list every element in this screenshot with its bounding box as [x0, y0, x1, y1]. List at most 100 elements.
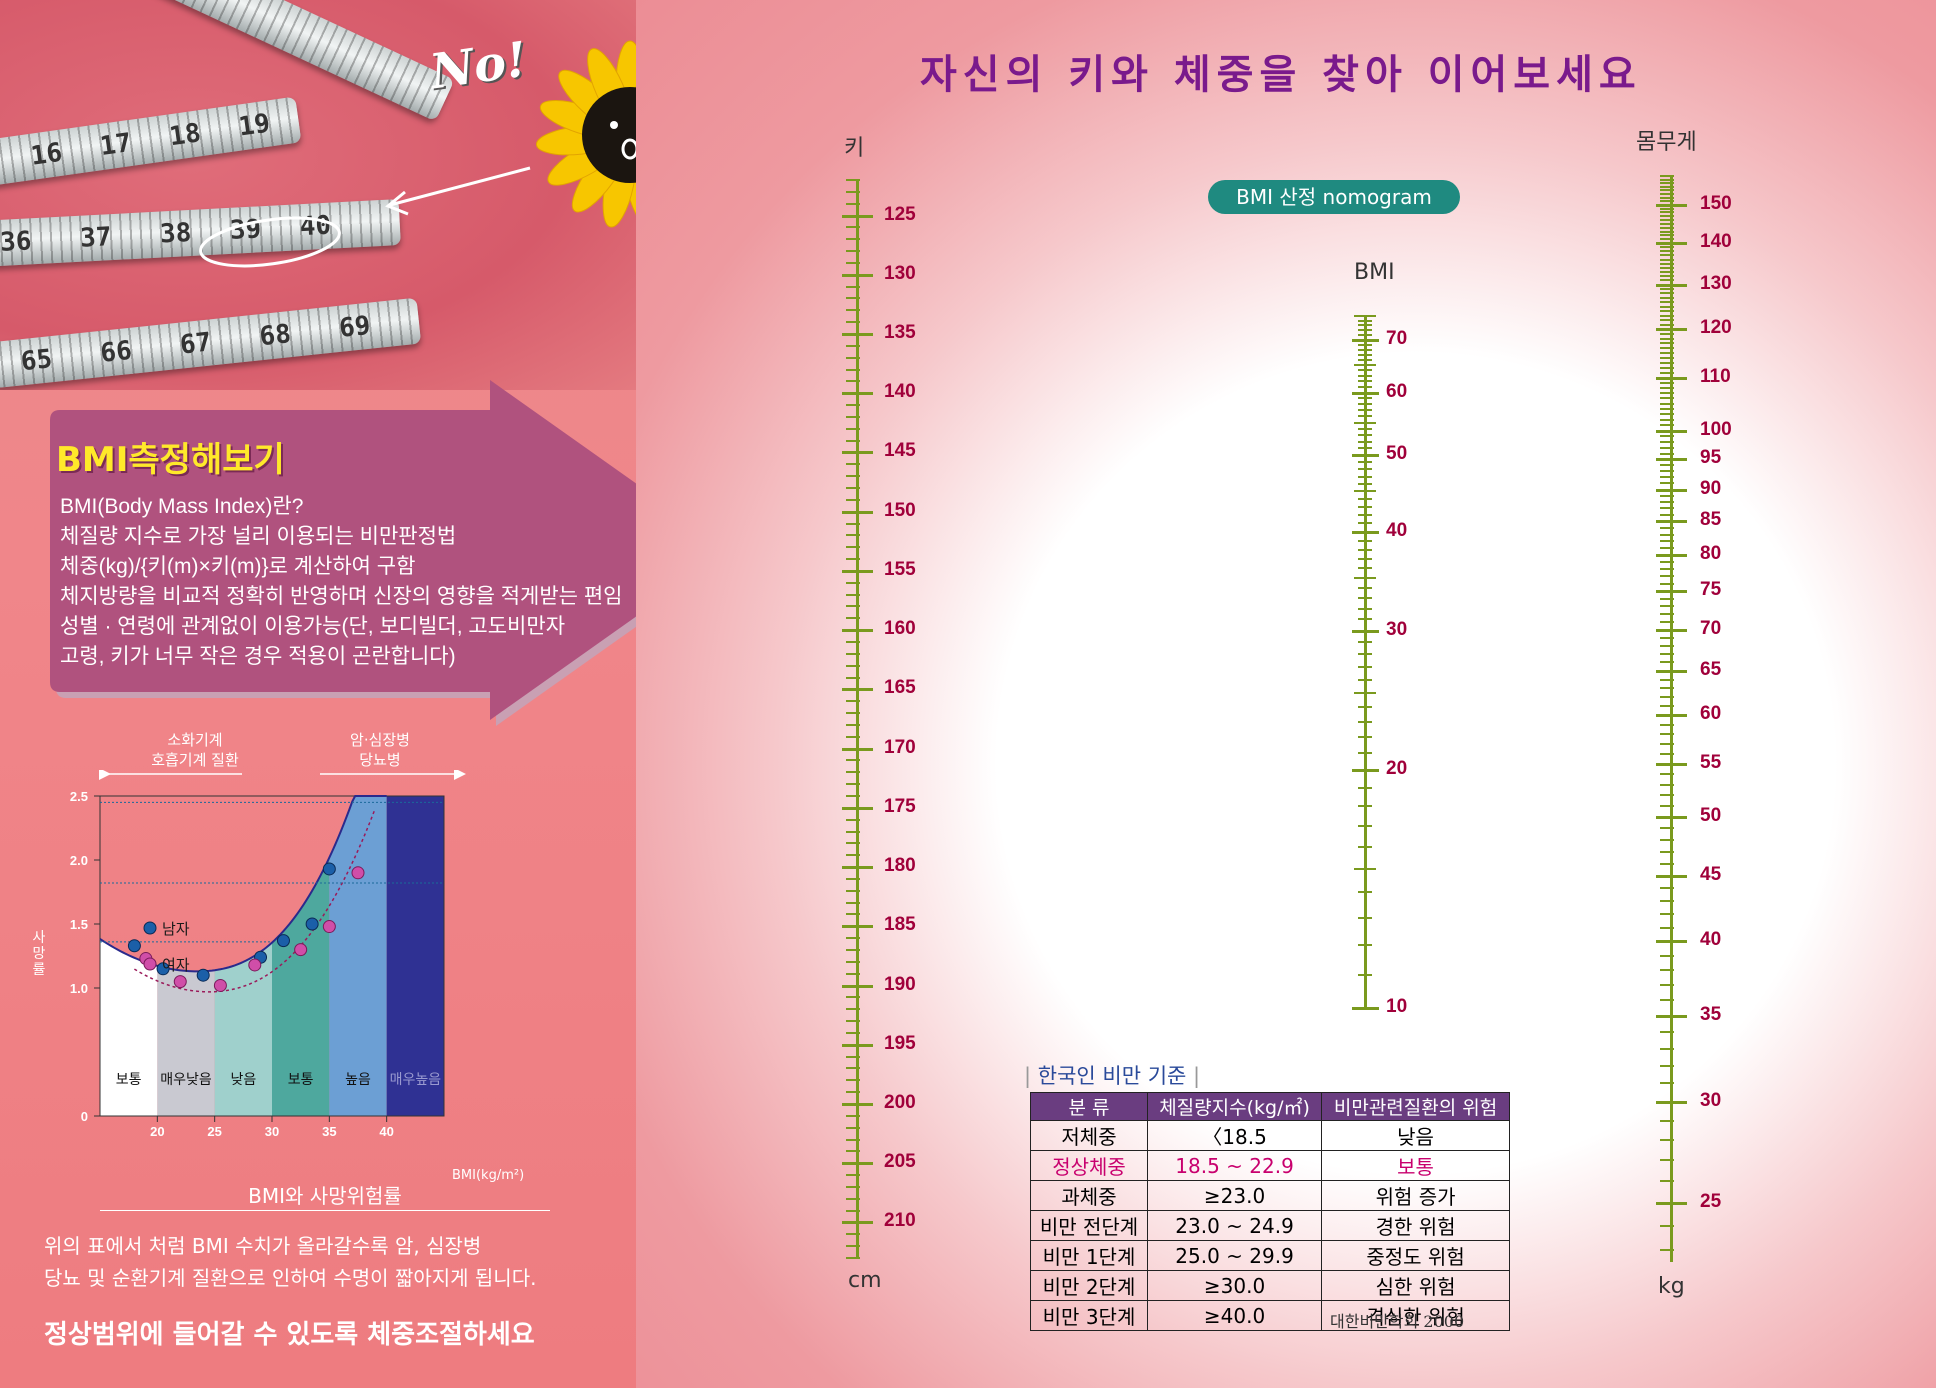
scale-minor-tick [1358, 333, 1372, 336]
scale-minor-tick [846, 937, 860, 940]
scale-minor-tick [1358, 974, 1372, 977]
scale-minor-tick [1354, 576, 1376, 579]
scale-minor-tick [846, 960, 860, 963]
scale-minor-tick [1358, 380, 1372, 383]
scale-minor-tick [1660, 200, 1674, 203]
scale-minor-tick [1358, 824, 1372, 827]
scale-minor-tick [1358, 539, 1372, 542]
scale-tick-label: 175 [884, 795, 916, 817]
legend-male-label: 남자 [162, 920, 190, 938]
scale-minor-tick [1660, 827, 1674, 830]
scale-tick-label: 155 [884, 558, 916, 580]
top-label-line: 암·심장병 [350, 731, 410, 749]
scale-minor-tick [1660, 838, 1674, 841]
scale-major-tick [842, 984, 873, 988]
scale-minor-tick [1358, 678, 1372, 681]
scale-minor-tick [1660, 794, 1674, 797]
scale-minor-tick [846, 534, 860, 537]
scale-minor-tick [1660, 310, 1674, 312]
scale-minor-tick [1660, 752, 1674, 755]
scale-major-tick [1656, 376, 1687, 380]
scale-minor-tick [846, 226, 860, 229]
scale-tick-label: 80 [1700, 543, 1722, 565]
scale-minor-tick [1358, 358, 1372, 361]
scale-spine [1670, 176, 1673, 1262]
y-tick-label: 0 [81, 1109, 88, 1124]
zone-label: 낮음 [230, 1072, 256, 1088]
scale-minor-tick [1660, 230, 1674, 233]
scale-minor-tick [846, 439, 860, 442]
scale-minor-tick [1660, 687, 1674, 690]
scale-major-tick [1656, 940, 1687, 944]
x-tick-label: 35 [322, 1124, 336, 1139]
x-tick-label: 25 [207, 1124, 221, 1139]
criteria-source: 대한비만학회 2000 [1330, 1312, 1465, 1331]
scale-tick-label: 60 [1386, 380, 1408, 402]
scale-minor-tick [1358, 752, 1372, 755]
scale-minor-tick [1660, 926, 1674, 929]
scale-minor-tick [1358, 447, 1372, 450]
scale-minor-tick [1358, 557, 1372, 560]
scale-tick-label: 150 [1700, 192, 1732, 214]
scale-minor-tick [1660, 597, 1674, 600]
scale-tick-label: 130 [1700, 272, 1732, 294]
scale-tick-label: 100 [1700, 418, 1732, 440]
scale-minor-tick [846, 735, 860, 738]
female-data-point [322, 920, 336, 934]
scale-minor-tick [1660, 361, 1674, 364]
scale-minor-tick [846, 913, 860, 916]
scale-minor-tick [1354, 364, 1376, 367]
table-row: 저체중 〈18.5 낮음 [1029, 1120, 1510, 1151]
scale-tick-label: 180 [884, 855, 916, 877]
scale-minor-tick [846, 250, 860, 253]
scale-minor-tick [1660, 441, 1674, 444]
scale-major-tick [842, 214, 873, 218]
scale-tick-label: 145 [884, 440, 916, 462]
risk-zone [329, 796, 387, 1116]
scale-minor-tick [1660, 351, 1674, 354]
scale-major-tick [842, 1103, 873, 1106]
scale-minor-tick [1660, 1159, 1674, 1162]
scale-minor-tick [1358, 403, 1372, 406]
scale-minor-tick [846, 297, 860, 300]
scale-minor-tick [1660, 605, 1674, 608]
scale-minor-tick [1660, 507, 1674, 510]
scale-minor-tick [1660, 696, 1674, 699]
scale-minor-tick [846, 356, 860, 359]
scale-major-tick [1352, 391, 1379, 395]
weight-unit-label: kg [1658, 1274, 1685, 1299]
scale-spine [856, 180, 859, 1258]
top-label-line: 소화기계 [167, 731, 223, 749]
scale-major-tick [1656, 714, 1687, 718]
y-tick-label: 1.0 [70, 981, 88, 996]
scale-minor-tick [1660, 476, 1674, 479]
table-cell: 저체중 [1029, 1120, 1149, 1151]
table-row: 정상체중 18.5 ~ 22.9 보통 [1029, 1150, 1510, 1181]
scale-minor-tick [1660, 850, 1674, 853]
scale-minor-tick [1660, 301, 1674, 304]
bmi-axis-label: BMI [1354, 260, 1395, 285]
scale-tick-label: 30 [1386, 618, 1408, 640]
scale-minor-tick [846, 783, 860, 786]
male-data-point [127, 939, 141, 953]
scale-major-tick [842, 1162, 873, 1166]
scale-tick-label: 190 [884, 973, 916, 995]
scale-minor-tick [1660, 250, 1674, 253]
scale-minor-tick [846, 854, 860, 857]
definition-line: 체질량 지수로 가장 널리 이용되는 비만판정법 [60, 525, 457, 548]
scale-minor-tick [1660, 1030, 1674, 1033]
scale-minor-tick [1660, 983, 1674, 986]
scale-minor-tick [846, 700, 860, 703]
scale-tick-label: 95 [1700, 447, 1722, 469]
scale-minor-tick [1660, 296, 1674, 299]
definition-line: 성별 · 연령에 관계없이 이용가능(단, 보디빌더, 고도비만자 [60, 615, 566, 638]
scale-tick-label: 35 [1700, 1003, 1722, 1025]
scale-minor-tick [846, 1020, 860, 1023]
scale-minor-tick [846, 522, 860, 525]
table-cell: 23.0 ~ 24.9 [1147, 1210, 1323, 1241]
scale-minor-tick [1660, 219, 1674, 221]
male-data-point [196, 968, 210, 982]
scale-minor-tick [1358, 353, 1372, 356]
scale-minor-tick [846, 285, 860, 288]
